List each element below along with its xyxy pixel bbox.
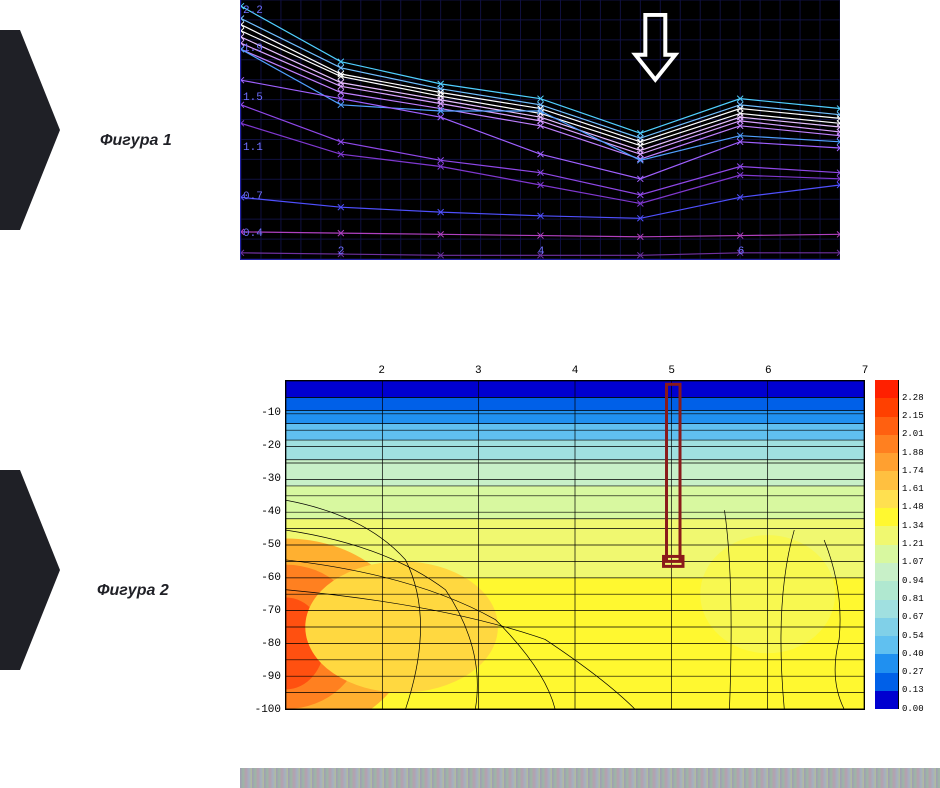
fig2-ytick: -90 [245, 671, 281, 683]
legend-value: 0.27 [899, 668, 924, 677]
legend-swatch [875, 636, 899, 654]
legend-swatch [875, 654, 899, 672]
legend-value: 0.94 [899, 577, 924, 586]
legend-value: 1.48 [899, 503, 924, 512]
legend-swatch [875, 600, 899, 618]
figure2-legend: 2.28 2.15 2.01 1.88 1.74 1.61 1.48 1.34 1.21 1.07… [875, 380, 940, 710]
figure2-contour-chart: 2.28 2.15 2.01 1.88 1.74 1.61 1.48 1.34 1.21 1.07… [245, 365, 940, 725]
legend-swatch [875, 453, 899, 471]
legend-value: 2.01 [899, 430, 924, 439]
fig1-ytick: 0.7 [243, 191, 263, 203]
fig2-xtick: 6 [765, 365, 772, 377]
legend-value: 0.40 [899, 650, 924, 659]
legend-swatch [875, 417, 899, 435]
legend-row: 2.28 [875, 380, 940, 398]
fig1-ytick: 0.4 [243, 228, 263, 240]
fig1-xtick: 4 [538, 246, 545, 258]
fig2-xtick: 5 [668, 365, 675, 377]
legend-swatch [875, 526, 899, 544]
fig1-ytick: 1.5 [243, 92, 263, 104]
legend-swatch [875, 398, 899, 416]
legend-value: 1.34 [899, 522, 924, 531]
legend-swatch [875, 563, 899, 581]
legend-swatch [875, 545, 899, 563]
fig1-ytick: 2.2 [243, 5, 263, 17]
legend-value: 0.54 [899, 632, 924, 641]
fig2-ytick: -40 [245, 506, 281, 518]
legend-value: 1.07 [899, 558, 924, 567]
fig1-ytick: 1.9 [243, 43, 263, 55]
fig2-ytick: -50 [245, 539, 281, 551]
fig2-ytick: -100 [245, 704, 281, 716]
legend-value: 2.28 [899, 394, 924, 403]
figure1-line-chart: 0.4 0.7 1.1 1.5 1.9 2.2 2 4 6 [240, 0, 840, 260]
legend-swatch [875, 691, 899, 709]
fig1-xtick: 6 [738, 246, 745, 258]
legend-value: 2.15 [899, 412, 924, 421]
fig2-ytick: -10 [245, 407, 281, 419]
legend-swatch [875, 490, 899, 508]
legend-swatch [875, 618, 899, 636]
fig2-ytick: -60 [245, 572, 281, 584]
legend-value: 1.21 [899, 540, 924, 549]
legend-value: 1.61 [899, 485, 924, 494]
legend-swatch [875, 380, 899, 398]
fig2-ytick: -20 [245, 440, 281, 452]
fig2-xtick: 4 [572, 365, 579, 377]
fig1-xtick: 2 [338, 246, 345, 258]
fig2-ytick: -80 [245, 638, 281, 650]
legend-value: 0.00 [899, 705, 924, 714]
legend-swatch [875, 435, 899, 453]
fig2-ytick: -70 [245, 605, 281, 617]
legend-swatch [875, 581, 899, 599]
legend-swatch [875, 673, 899, 691]
figure1-label: Фигура 1 [100, 132, 172, 150]
legend-value: 0.67 [899, 613, 924, 622]
arrow-down-icon [635, 15, 675, 80]
fig2-xtick: 3 [475, 365, 482, 377]
fig2-xtick: 7 [862, 365, 869, 377]
chevron-marker-2 [0, 470, 60, 670]
fig2-xtick: 2 [378, 365, 385, 377]
fig1-ytick: 1.1 [243, 142, 263, 154]
legend-swatch [875, 471, 899, 489]
legend-value: 0.81 [899, 595, 924, 604]
legend-swatch [875, 508, 899, 526]
chevron-marker-1 [0, 30, 60, 230]
noise-strip [240, 768, 940, 788]
legend-value: 0.13 [899, 686, 924, 695]
fig2-ytick: -30 [245, 473, 281, 485]
legend-value: 1.88 [899, 449, 924, 458]
figure2-label: Фигура 2 [97, 582, 169, 600]
legend-value: 1.74 [899, 467, 924, 476]
